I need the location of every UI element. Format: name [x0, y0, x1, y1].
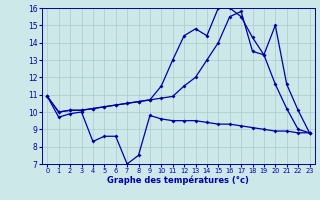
X-axis label: Graphe des températures (°c): Graphe des températures (°c) [108, 176, 249, 185]
